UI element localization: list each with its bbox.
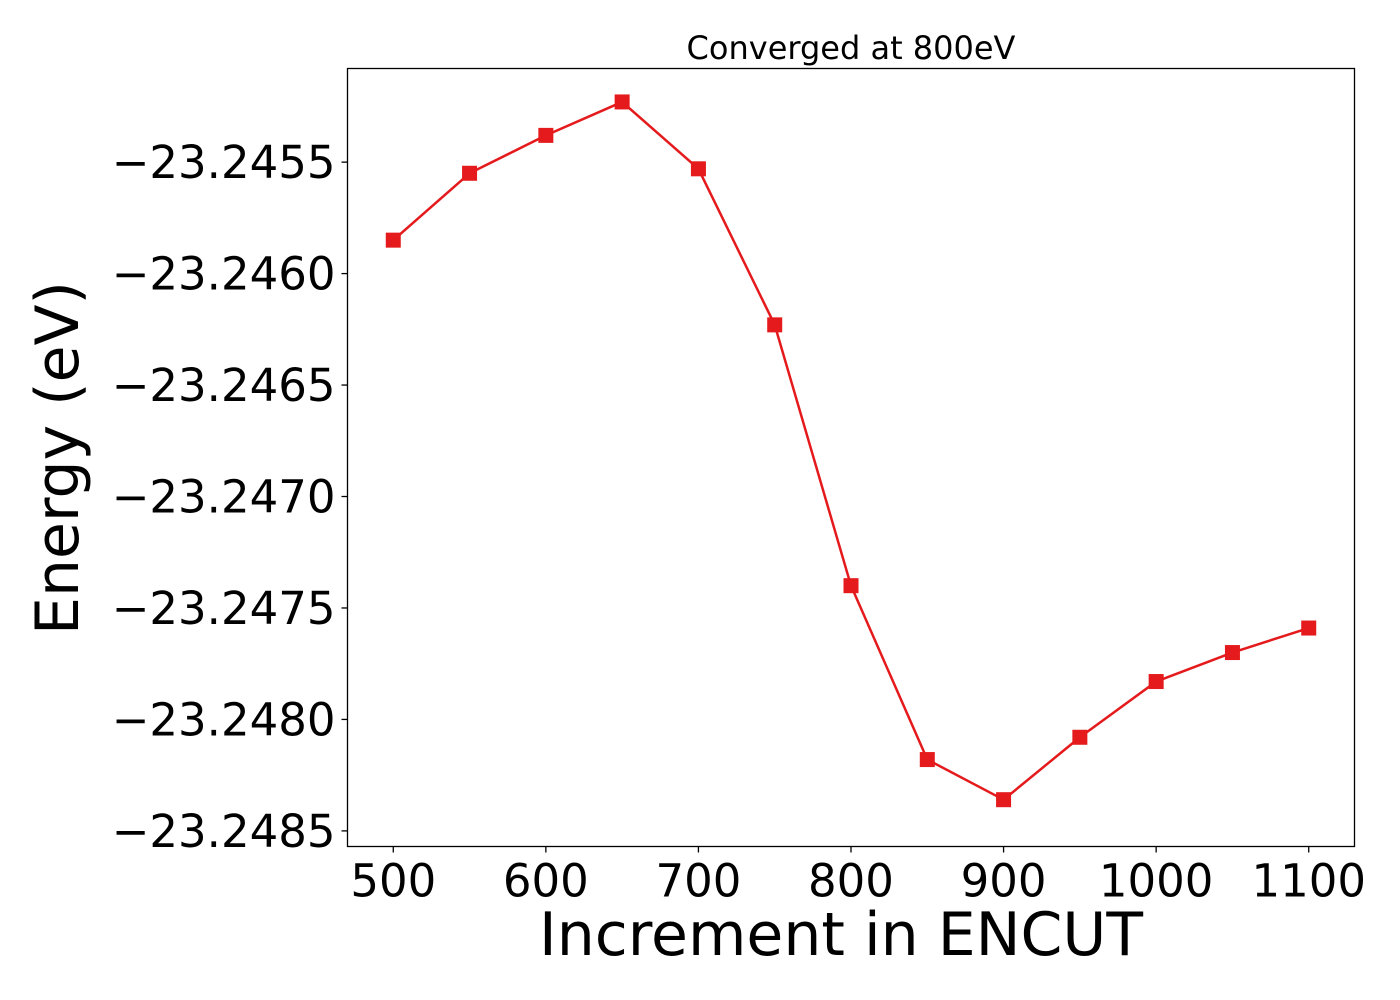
y-tick-label: −23.2460 bbox=[112, 248, 336, 301]
data-point bbox=[843, 578, 859, 594]
x-tick-label: 700 bbox=[655, 855, 741, 908]
x-axis: 500 600 700 800 900 1000 1100 bbox=[350, 846, 1366, 908]
y-tick-label: −23.2465 bbox=[112, 359, 336, 412]
x-tick-label: 800 bbox=[808, 855, 894, 908]
y-tick-label: −23.2485 bbox=[112, 805, 336, 858]
y-axis: −23.2485 −23.2480 −23.2475 −23.2470 −23.2465… bbox=[112, 136, 348, 858]
data-point bbox=[462, 165, 478, 181]
data-point bbox=[1148, 674, 1164, 690]
data-point bbox=[996, 792, 1012, 808]
y-tick-label: −23.2470 bbox=[112, 471, 336, 524]
data-point bbox=[538, 127, 554, 143]
y-tick-label: −23.2480 bbox=[112, 693, 336, 746]
x-axis-title: Increment in ENCUT bbox=[539, 900, 1143, 970]
data-point bbox=[690, 161, 706, 177]
data-point bbox=[614, 94, 630, 110]
data-point bbox=[1301, 620, 1317, 636]
y-axis-title: Energy (eV) bbox=[23, 281, 93, 635]
data-point bbox=[767, 317, 783, 333]
x-tick-label: 500 bbox=[350, 855, 436, 908]
x-tick-label: 1000 bbox=[1099, 855, 1214, 908]
data-point bbox=[1224, 645, 1240, 661]
y-tick-label: −23.2475 bbox=[112, 582, 336, 635]
x-tick-label: 900 bbox=[961, 855, 1047, 908]
y-tick-label: −23.2455 bbox=[112, 136, 336, 189]
data-point bbox=[919, 752, 935, 768]
data-point bbox=[1072, 729, 1088, 745]
data-point bbox=[385, 232, 401, 248]
plot-area bbox=[385, 94, 1317, 808]
x-tick-label: 1100 bbox=[1251, 855, 1366, 908]
chart-title: Converged at 800eV bbox=[687, 29, 1016, 67]
x-tick-label: 600 bbox=[503, 855, 589, 908]
